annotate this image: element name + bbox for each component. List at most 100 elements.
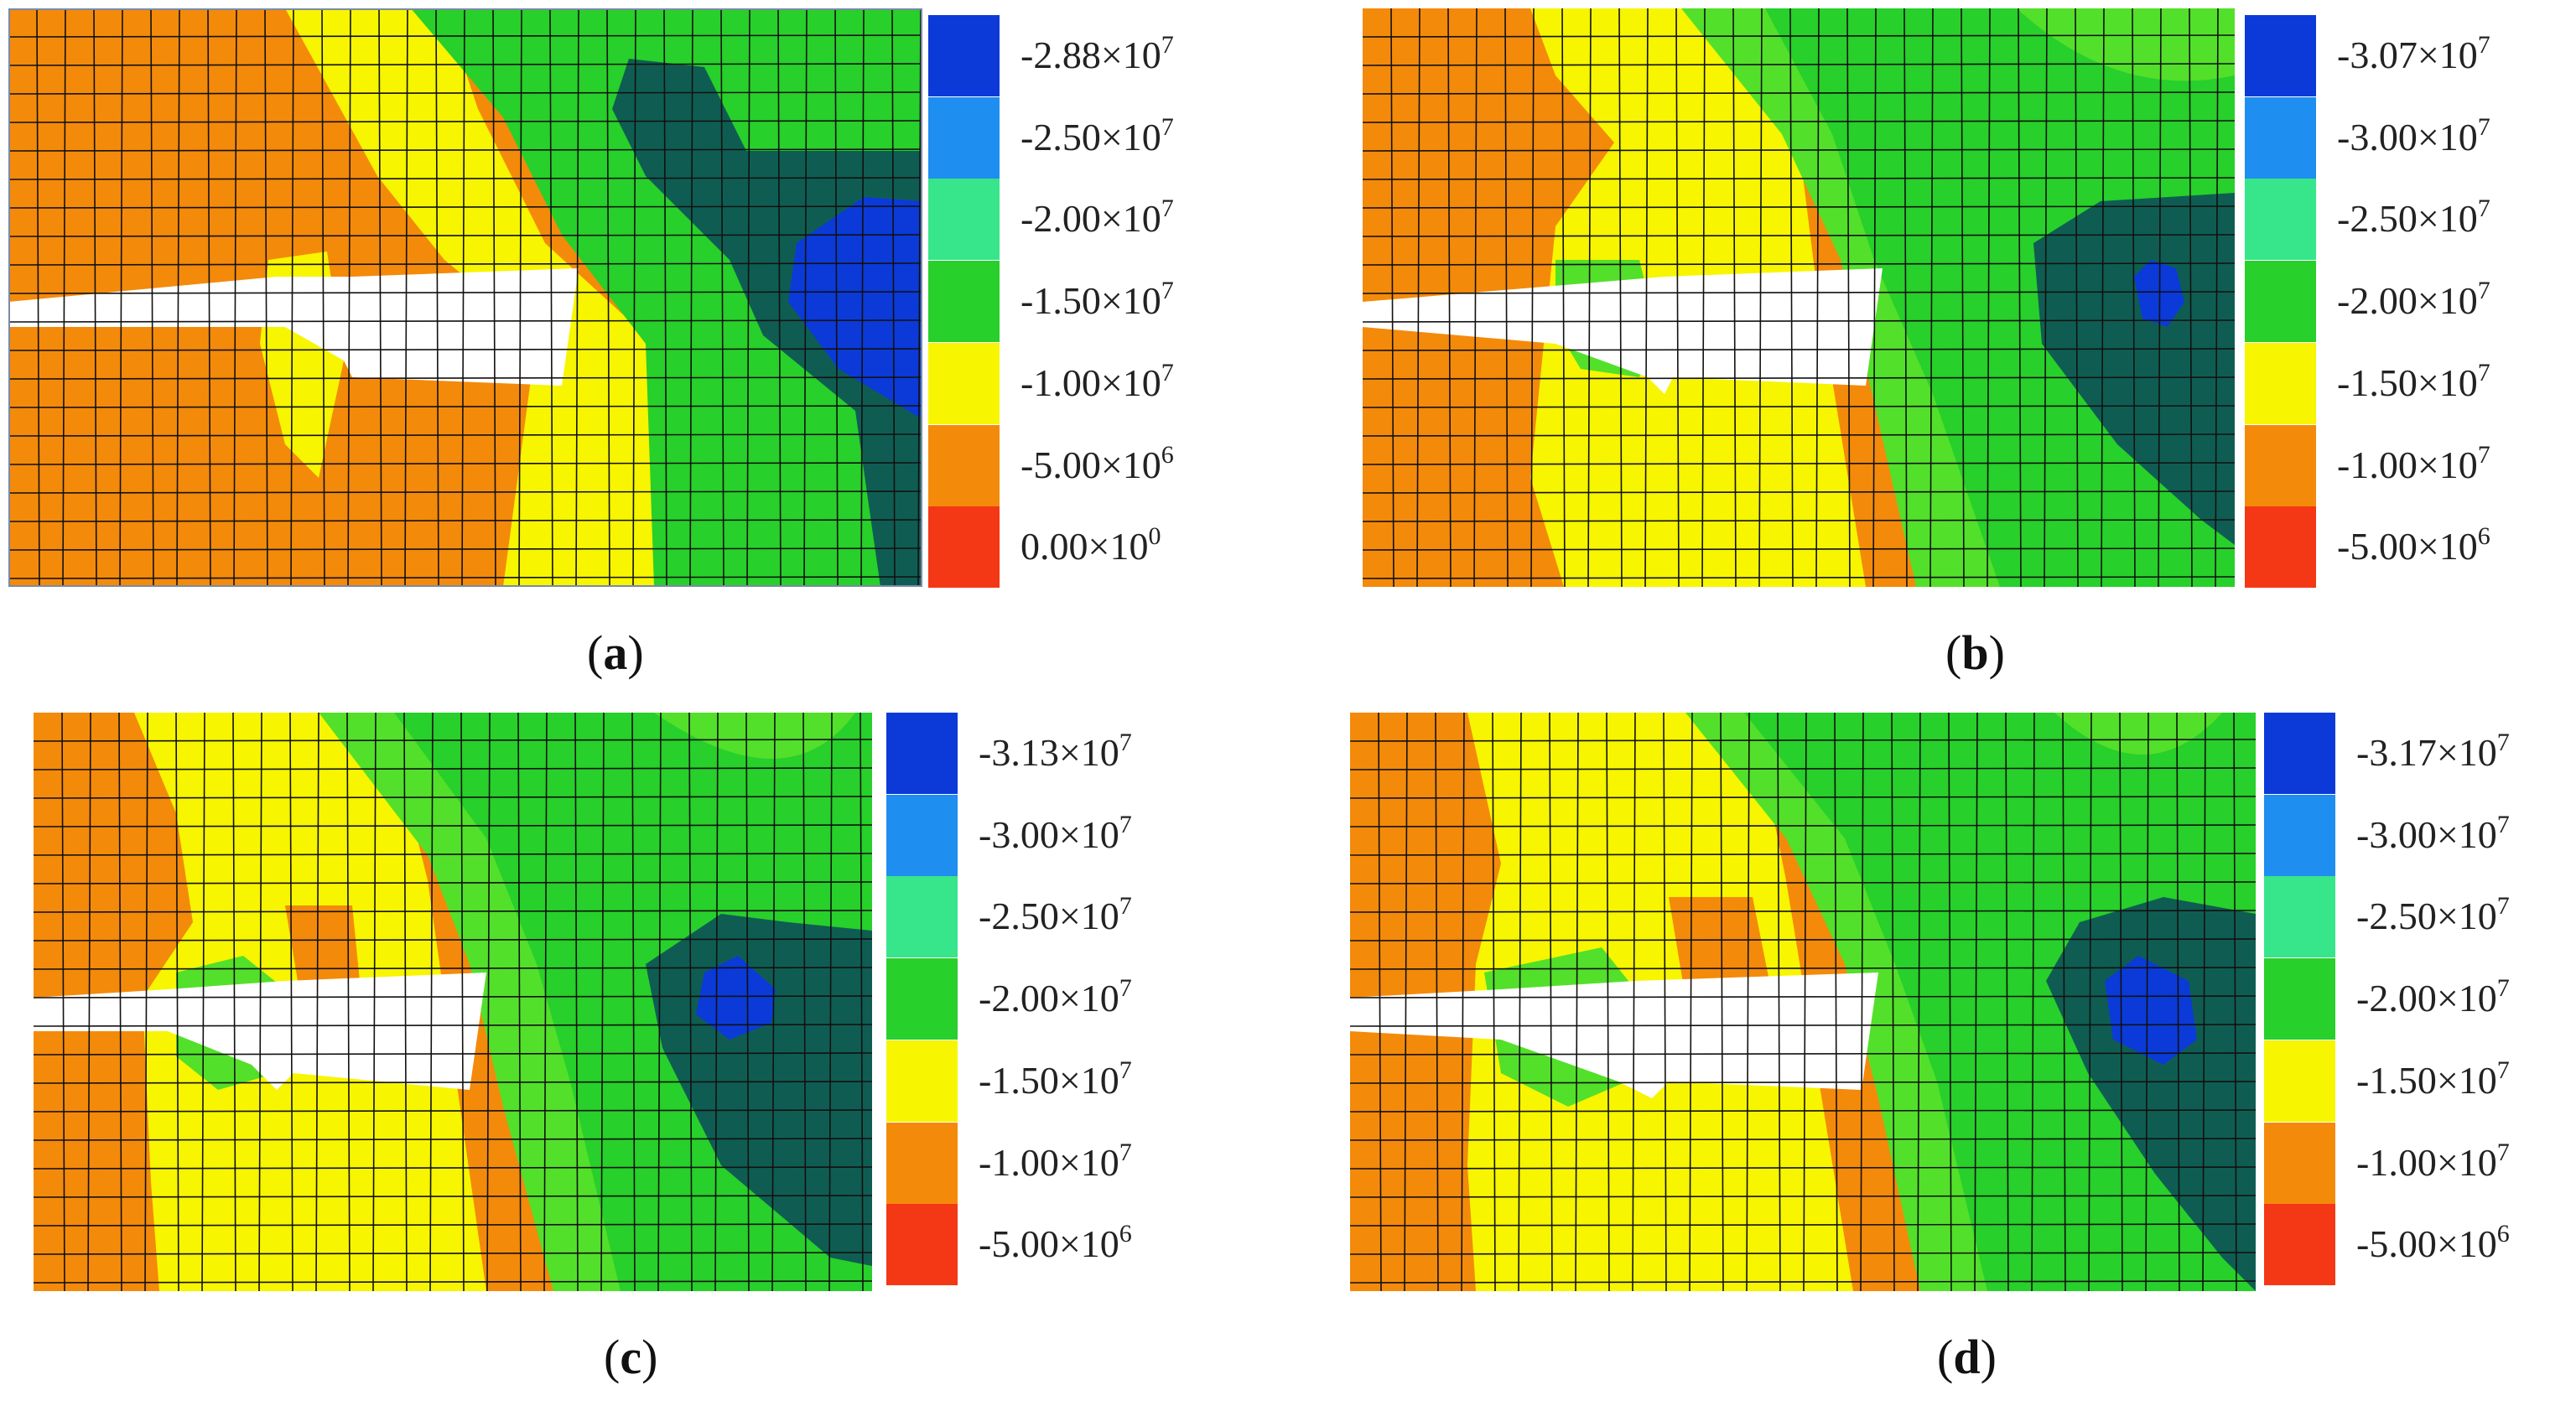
mesh-line [1777, 713, 1781, 1291]
tick-mantissa: -2.50×10 [2356, 895, 2497, 938]
legend-tick-label: -1.00×107 [2356, 1139, 2510, 1184]
mesh-line [8, 405, 922, 408]
mesh-line [688, 713, 693, 1291]
legend-swatch [2264, 1204, 2335, 1286]
mesh-line [663, 8, 667, 587]
legend-swatch [2245, 15, 2316, 96]
legend-a: -2.88×107 -2.50×107 -2.00×107 -1.50×107 -1.0… [928, 15, 1174, 589]
mesh-line [1378, 713, 1382, 1291]
mesh-line [34, 739, 872, 742]
mesh-line [1363, 519, 2235, 522]
tick-exponent: 7 [2496, 974, 2510, 1003]
legend-tick-label: -2.50×107 [1021, 114, 1174, 157]
tick-mantissa: -5.00×10 [979, 1222, 1119, 1266]
tick-mantissa: -3.17×10 [2356, 731, 2497, 774]
legend-tick-label: -2.50×107 [2356, 894, 2510, 938]
tick-mantissa: -3.13×10 [979, 731, 1119, 774]
tick-mantissa: -1.50×10 [2356, 1058, 2497, 1102]
mesh-line [1663, 713, 1667, 1291]
mesh-line [1363, 291, 2235, 294]
legend-tick-label: -3.17×107 [2356, 730, 2510, 774]
mesh-line [36, 8, 40, 587]
mesh-line [264, 8, 268, 587]
legend-swatch [2264, 958, 2335, 1040]
tick-exponent: 7 [1161, 277, 1174, 305]
mesh-line [2158, 8, 2162, 587]
legend-swatch [2245, 179, 2316, 261]
mesh-line [1350, 1252, 2256, 1255]
legend-tick-label: -3.00×107 [979, 812, 1132, 854]
crack-opening [8, 268, 579, 386]
mesh-line [1363, 205, 2235, 209]
contour-plot-a [8, 8, 922, 587]
legend-b: -3.07×107 -3.00×107 -2.50×107 -2.00×107 -1.5… [2245, 15, 2490, 589]
mesh-line [1473, 8, 1478, 587]
tick-mantissa: -3.07×10 [2337, 34, 2478, 76]
mesh-line [8, 177, 922, 180]
tick-mantissa: -1.00×10 [2356, 1140, 2497, 1184]
mesh-line [1350, 910, 2256, 913]
mesh-line [8, 519, 922, 522]
mesh-line [233, 8, 237, 587]
legend-swatch [2264, 794, 2335, 876]
legend-swatch [2245, 506, 2316, 589]
mesh-line [1948, 713, 1952, 1291]
mesh-line [34, 938, 872, 942]
mesh-line [657, 713, 662, 1291]
legend-swatch [886, 1040, 958, 1122]
tick-exponent: 7 [1119, 1056, 1132, 1084]
legend-swatch [2245, 261, 2316, 343]
mesh-line [632, 8, 636, 587]
mesh-line [2062, 713, 2066, 1291]
legend-swatch [886, 1204, 958, 1286]
tick-mantissa: -2.50×10 [2337, 197, 2478, 241]
mesh-line [1903, 8, 1908, 587]
tick-mantissa: -2.00×10 [1021, 197, 1161, 241]
mesh-line [1363, 376, 2235, 380]
legend-tick-label: -2.00×107 [1021, 196, 1174, 241]
mesh-line [1350, 853, 2256, 856]
mesh-line [34, 1166, 872, 1170]
mesh-line [403, 713, 408, 1291]
tick-exponent: 7 [1161, 112, 1174, 141]
mesh-line [461, 8, 465, 587]
contour-plot-d [1350, 713, 2256, 1291]
mesh-line [150, 8, 154, 587]
tick-exponent: 7 [1161, 31, 1174, 59]
mesh-line [34, 1223, 872, 1227]
tick-mantissa: -5.00×10 [1021, 443, 1161, 486]
plot-border [8, 8, 922, 587]
legend-swatch [2245, 342, 2316, 424]
mesh-line [1350, 1195, 2256, 1198]
region-light-green-top [2017, 8, 2235, 81]
mesh-line [600, 713, 605, 1291]
caption-d: (d) [1937, 1330, 1997, 1384]
mesh-line [34, 767, 872, 770]
tick-exponent: 7 [1119, 729, 1132, 756]
mesh-line [575, 8, 579, 587]
mesh-line [1834, 713, 1838, 1291]
tick-exponent: 7 [2477, 31, 2490, 59]
mesh-line [1606, 713, 1610, 1291]
crack-opening [1350, 973, 1878, 1098]
tick-exponent: 7 [1161, 195, 1174, 223]
legend-swatch [928, 261, 1000, 343]
mesh-line [61, 713, 65, 1291]
mesh-line [1917, 713, 1921, 1291]
legend-swatch [886, 713, 958, 794]
mesh-line [1350, 1280, 2256, 1284]
mesh-line [1974, 713, 1978, 1291]
tick-exponent: 7 [1161, 358, 1174, 386]
mesh-line [8, 348, 922, 351]
mesh-line [803, 8, 808, 587]
mesh-line [1363, 63, 2235, 66]
legend-swatch [886, 876, 958, 958]
mesh-line [1363, 547, 2235, 551]
caption-letter-c: c [620, 1330, 642, 1384]
mesh-line [232, 713, 236, 1291]
tick-exponent: 7 [2496, 1056, 2510, 1084]
mesh-line [1350, 1081, 2256, 1084]
tick-exponent: 7 [2477, 277, 2490, 305]
legend-swatch [886, 1122, 958, 1204]
mesh-line [1815, 8, 1820, 587]
